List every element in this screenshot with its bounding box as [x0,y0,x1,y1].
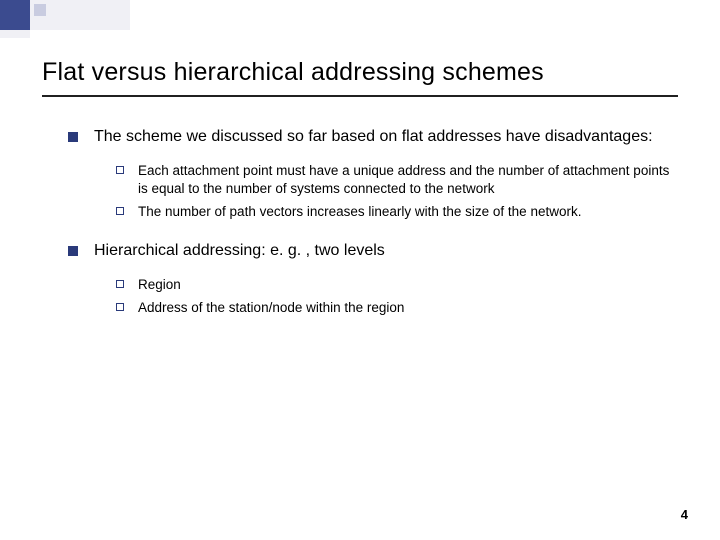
bullet-level2: The number of path vectors increases lin… [116,203,678,221]
square-bullet-icon [68,246,78,256]
deco-light-block-2 [0,30,30,38]
deco-big-square [0,0,30,30]
deco-small-square [34,4,46,16]
bullet-level1: Hierarchical addressing: e. g. , two lev… [68,241,678,262]
sub-list: Region Address of the station/node withi… [116,276,678,317]
hollow-square-bullet-icon [116,303,124,311]
bullet-text: Hierarchical addressing: e. g. , two lev… [94,241,385,262]
square-bullet-icon [68,132,78,142]
hollow-square-bullet-icon [116,207,124,215]
hollow-square-bullet-icon [116,166,124,174]
sub-bullet-text: Each attachment point must have a unique… [138,162,678,198]
hollow-square-bullet-icon [116,280,124,288]
bullet-text: The scheme we discussed so far based on … [94,127,653,148]
sub-list: Each attachment point must have a unique… [116,162,678,222]
sub-bullet-text: Address of the station/node within the r… [138,299,404,317]
slide-content: Flat versus hierarchical addressing sche… [42,58,678,338]
sub-bullet-text: Region [138,276,181,294]
bullet-level2: Each attachment point must have a unique… [116,162,678,198]
page-number: 4 [681,507,688,522]
bullet-level1: The scheme we discussed so far based on … [68,127,678,148]
sub-bullet-text: The number of path vectors increases lin… [138,203,581,221]
content-block: The scheme we discussed so far based on … [68,127,678,318]
slide-title: Flat versus hierarchical addressing sche… [42,58,678,97]
bullet-level2: Region [116,276,678,294]
bullet-level2: Address of the station/node within the r… [116,299,678,317]
corner-decoration [0,0,130,36]
